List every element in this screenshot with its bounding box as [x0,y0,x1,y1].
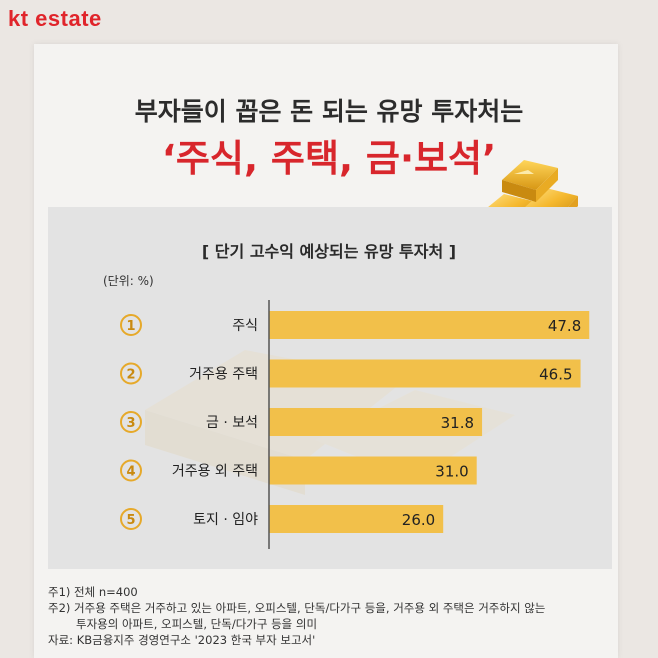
source-note: 자료: KB금융지주 경영연구소 '2023 한국 부자 보고서' [48,633,316,647]
rank-badge [120,314,142,336]
footnote-2-continued: 투자용의 아파트, 오피스텔, 단독/다가구 등을 의미 [76,617,318,631]
rank-label: 1 [126,319,135,334]
bar [269,505,444,533]
bar [269,311,590,339]
footnote-2: 주2) 거주용 주택은 거주하고 있는 아파트, 오피스텔, 단독/다가구 등을… [48,601,546,615]
chart-unit-label: (단위: %) [103,274,154,288]
rank-badge [120,459,142,482]
category-label: 금 · 보석 [206,415,258,431]
bar [269,408,483,436]
rank-label: 3 [126,416,135,431]
bar-value-label: 31.0 [435,463,468,481]
rank-badge [120,508,142,530]
category-label: 거주용 주택 [189,367,258,383]
chart-title: [ 단기 고수익 예상되는 유망 투자처 ] [201,242,457,261]
bar-value-label: 46.5 [539,366,572,384]
footnotes: 주1) 전체 n=400 주2) 거주용 주택은 거주하고 있는 아파트, 오피… [48,584,545,648]
category-label: 주식 [232,318,258,334]
bar-value-label: 47.8 [548,317,581,335]
rank-badge [120,362,142,385]
bar [269,456,477,485]
page-title: 부자들이 꼽은 돈 되는 유망 투자처는 [134,97,524,126]
page-highlight-title: ‘주식, 주택, 금·보석’ [161,137,497,180]
category-label: 토지 · 임야 [193,512,258,528]
rank-label: 4 [126,465,135,480]
category-label: 거주용 외 주택 [172,464,258,480]
rank-label: 5 [126,513,135,528]
rank-badge [120,411,142,433]
bar-value-label: 26.0 [402,511,435,529]
bar-value-label: 31.8 [441,414,474,432]
brand-logo: kt estate [8,6,102,31]
rank-label: 2 [126,368,135,383]
footnote-1: 주1) 전체 n=400 [48,585,138,599]
bar [269,359,581,388]
